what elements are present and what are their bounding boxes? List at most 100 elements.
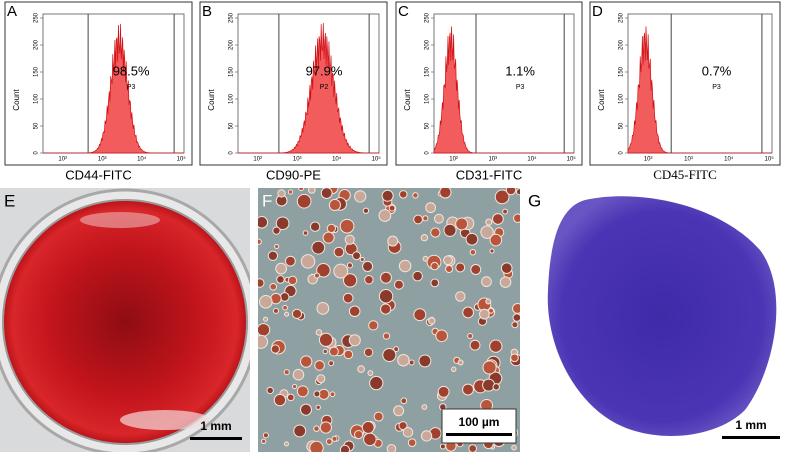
cell (425, 202, 437, 214)
cell (357, 365, 365, 373)
y-tick-label: 0 (34, 151, 40, 155)
cell (380, 303, 392, 315)
cell (437, 385, 450, 398)
cell (397, 353, 410, 367)
cell (393, 279, 404, 290)
cell (313, 390, 321, 398)
cell (328, 360, 335, 367)
cell (513, 213, 520, 223)
cell (258, 216, 269, 229)
y-tick-label: 100 (34, 93, 40, 104)
cell (500, 262, 513, 274)
cell (457, 359, 464, 366)
cell (267, 250, 279, 261)
cell (291, 308, 303, 319)
cell (421, 404, 428, 410)
y-tick-label: 200 (229, 39, 235, 50)
cell (373, 411, 384, 422)
cell (512, 313, 520, 322)
y-tick-label: 100 (425, 93, 431, 104)
cell (326, 223, 337, 234)
cell (413, 308, 427, 322)
cell (468, 444, 477, 452)
cell (381, 189, 394, 202)
cell (283, 441, 289, 447)
y-tick-label: 250 (34, 12, 40, 23)
cell (348, 334, 361, 347)
cell (307, 188, 316, 194)
y-tick-label: 0 (229, 151, 235, 155)
panel-frame (395, 1, 583, 166)
y-tick-label: 200 (619, 39, 625, 50)
cell (369, 375, 384, 391)
cell (512, 303, 520, 314)
y-tick-label: 50 (34, 122, 40, 129)
x-tick-label: 10⁵ (567, 156, 577, 163)
cell (511, 321, 519, 329)
y-tick-label: 50 (425, 122, 431, 129)
cell (300, 254, 316, 269)
cell (482, 378, 496, 392)
cell (485, 218, 493, 226)
cell (316, 374, 326, 384)
cell (413, 214, 423, 225)
cell (480, 225, 494, 239)
cell (430, 278, 440, 288)
x-tick-label: 10² (644, 157, 653, 163)
y-axis-label: Count (12, 89, 21, 111)
cell (259, 295, 273, 309)
y-tick-label: 200 (34, 39, 40, 50)
x-tick-label: 10³ (488, 157, 497, 163)
gate-percent: 97.9% (306, 63, 343, 78)
gate-name: P3 (516, 84, 525, 91)
panel-letter: D (592, 3, 603, 20)
cell (398, 421, 408, 431)
x-tick-label: 10⁴ (332, 156, 342, 163)
cell (309, 440, 324, 452)
panel-letter: F (262, 191, 272, 210)
y-tick-label: 0 (619, 151, 625, 155)
histogram (433, 26, 574, 154)
x-tick-label: 10⁵ (177, 156, 187, 163)
panel-frame (4, 1, 193, 166)
cell (299, 403, 313, 416)
histogram (43, 23, 184, 154)
panel-letter: B (202, 3, 212, 20)
y-tick-label: 250 (619, 12, 625, 23)
cell (433, 213, 444, 224)
cell (515, 188, 520, 196)
cell (313, 272, 321, 279)
cell (469, 339, 481, 351)
cell (443, 223, 457, 237)
x-tick-label: 10³ (293, 157, 302, 163)
cell (402, 427, 414, 438)
cell (274, 243, 280, 250)
cell (422, 255, 429, 262)
cell (455, 262, 466, 273)
cell (313, 425, 320, 432)
scale-bar-label: 1 mm (735, 418, 766, 432)
cell (354, 190, 367, 203)
x-tick-label: 10² (58, 157, 67, 163)
cell (451, 366, 457, 372)
cell (318, 332, 334, 347)
cell (260, 438, 267, 444)
panel-letter: C (398, 3, 409, 20)
cell (469, 248, 477, 256)
x-tick-label: 10² (253, 157, 262, 163)
cell (263, 316, 269, 322)
cell (367, 370, 374, 376)
cell (322, 348, 328, 355)
cell (363, 347, 374, 358)
cell (420, 234, 429, 242)
scale-bar (446, 433, 512, 436)
cell (315, 329, 323, 336)
panel-letter: G (528, 191, 541, 210)
cell (387, 235, 399, 247)
cell (412, 192, 419, 199)
cell (299, 355, 313, 368)
cell (333, 263, 349, 279)
cell (277, 189, 286, 198)
x-axis-label: CD45-FITC (653, 167, 717, 182)
panel-letter: E (4, 191, 15, 210)
